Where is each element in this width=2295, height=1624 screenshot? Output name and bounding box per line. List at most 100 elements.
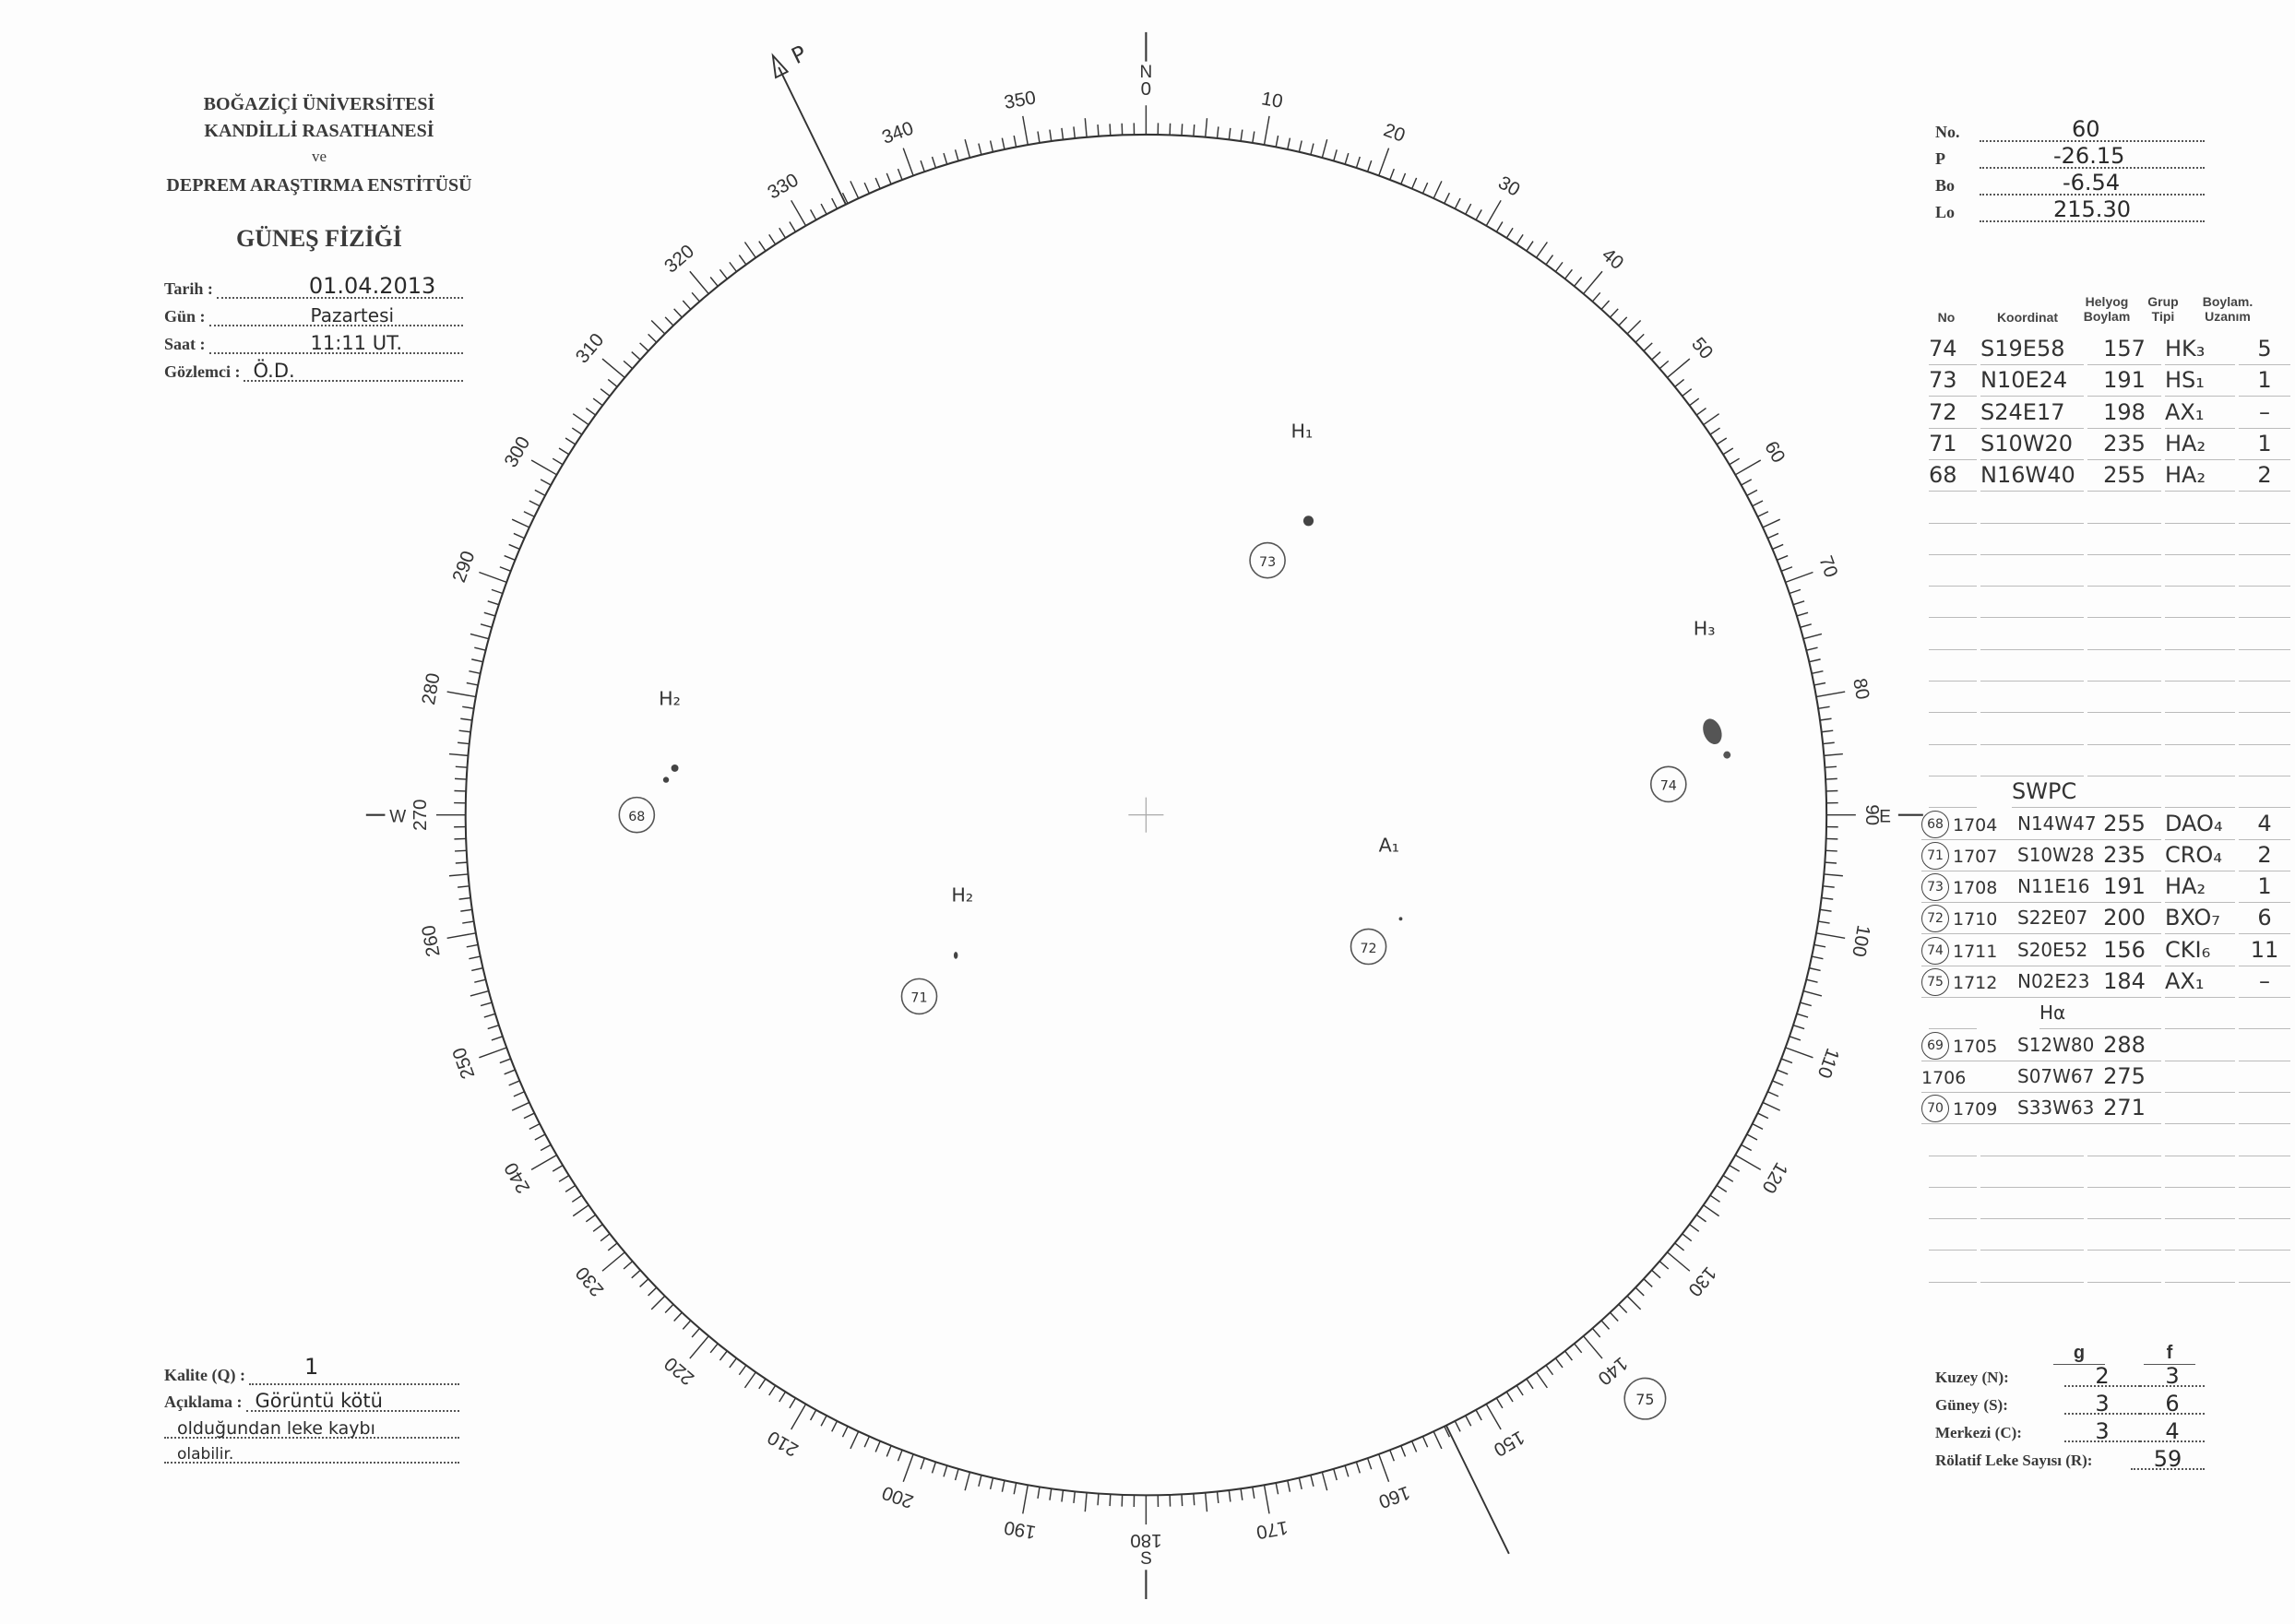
scale-tick: [1344, 1464, 1350, 1477]
scale-tick: [523, 511, 535, 517]
scale-tick: [446, 691, 477, 698]
scale-tick: [1475, 1409, 1482, 1421]
scale-tick: [650, 319, 666, 335]
relative-number-row: Rölatif Leke Sayısı (R): 59: [1935, 1446, 2205, 1472]
scale-tick: [469, 955, 481, 960]
table-cell: –: [2239, 397, 2290, 429]
scale-tick: [719, 268, 728, 279]
institution-name-line1: BOĞAZİÇİ ÜNİVERSİTESİ: [203, 94, 435, 114]
scale-label: 330: [764, 170, 802, 204]
table-cell: [2165, 1124, 2235, 1156]
degree-scale-ticks: [435, 105, 1856, 1525]
scale-tick: [1073, 1491, 1076, 1504]
scale-label: 140: [1594, 1353, 1632, 1390]
scale-tick: [1610, 308, 1619, 318]
table-cell: DAO₄: [2165, 808, 2235, 840]
scale-tick: [1545, 1365, 1554, 1376]
scale-tick: [1193, 124, 1195, 136]
scale-tick: [565, 1184, 577, 1192]
scale-tick: [1815, 932, 1846, 939]
scale-tick: [1746, 489, 1758, 496]
scale-tick: [455, 861, 468, 864]
scale-tick: [1817, 920, 1830, 924]
scale-tick: [1817, 705, 1830, 709]
scale-tick: [1729, 1165, 1741, 1172]
scale-tick: [462, 705, 474, 709]
table-row: 72 S24E17 198 AX₁ –: [1929, 397, 2290, 429]
scale-tick: [1583, 270, 1603, 295]
scale-tick: [1263, 1485, 1270, 1514]
scale-tick: [789, 1397, 797, 1409]
halpha-row: 70 1709 S33W63 271: [1921, 1092, 2290, 1125]
noaa-number: 1706: [1921, 1067, 1967, 1088]
table-cell: S33W63: [2017, 1092, 2094, 1125]
table-cell: 70 1709: [1921, 1092, 2023, 1125]
scale-tick: [458, 896, 471, 900]
scale-tick: [897, 1450, 903, 1462]
scale-tick: [504, 554, 516, 561]
no-value: 60: [2072, 116, 2100, 142]
scale-tick: [1806, 978, 1818, 983]
table-row: 73 N10E24 191 HS₁ 1: [1929, 365, 2290, 397]
table-cell: AX₁: [2165, 966, 2235, 998]
table-cell: 157: [2087, 333, 2161, 365]
scale-tick: [1825, 861, 1837, 864]
scale-tick: [1682, 1233, 1693, 1242]
table-cell: [1980, 1156, 2084, 1188]
scale-tick: [673, 1311, 683, 1322]
table-cell: HA₂: [2165, 871, 2235, 904]
scale-label: 270: [410, 799, 431, 830]
scale-tick: [768, 1384, 777, 1396]
scale-tick: [1545, 255, 1554, 266]
table-cell: [2165, 649, 2235, 682]
table-cell: 2: [2239, 459, 2290, 492]
group-number-circle: 69: [1921, 1031, 1949, 1060]
scale-label: 20: [1381, 119, 1408, 146]
scale-tick: [1767, 1091, 1779, 1097]
scale-tick: [1485, 1404, 1502, 1430]
scale-tick: [1378, 1453, 1390, 1482]
scale-tick: [571, 1194, 583, 1203]
scale-tick: [1366, 1457, 1373, 1470]
scale-tick: [1813, 682, 1826, 686]
noaa-number: 1705: [1953, 1036, 1998, 1057]
table-cell: [2087, 1187, 2161, 1220]
table-cell: [2239, 618, 2290, 650]
scale-label: 70: [1814, 553, 1841, 580]
table-cell: [1980, 618, 2084, 650]
table-cell: [2165, 1187, 2235, 1220]
scale-tick: [931, 156, 937, 169]
scale-tick: [499, 566, 511, 572]
scale-tick: [1366, 160, 1373, 172]
table-cell: [2239, 1092, 2290, 1125]
header-no: No: [1937, 310, 1956, 325]
scale-tick: [470, 633, 490, 640]
table-cell: [1980, 1218, 2084, 1251]
table-cell: [2165, 1092, 2235, 1125]
sunspot: [1398, 917, 1403, 921]
scale-tick: [474, 978, 486, 983]
scale-tick: [1554, 1357, 1564, 1369]
scale-tick: [1037, 131, 1040, 144]
group-number-circle: [1623, 1377, 1667, 1420]
scale-tick: [1823, 885, 1835, 888]
scale-tick: [1626, 1295, 1642, 1310]
scale-label: 180: [1130, 1530, 1161, 1551]
scale-tick: [1635, 333, 1645, 343]
scale-tick: [1825, 777, 1837, 780]
institution-name-line3: ve: [311, 148, 327, 165]
sunspot: [1302, 516, 1314, 527]
scale-tick: [719, 1350, 728, 1361]
scale-tick: [1583, 1335, 1603, 1359]
scale-tick: [758, 241, 767, 252]
scale-tick: [491, 588, 504, 595]
table-cell: S07W67: [2017, 1061, 2094, 1093]
scale-tick: [1800, 1002, 1812, 1007]
table-cell: [1980, 1187, 2084, 1220]
scale-label: 30: [1494, 172, 1523, 200]
scale-tick: [1287, 137, 1291, 150]
table-cell: 255: [2087, 808, 2161, 840]
scale-tick: [592, 397, 603, 407]
scale-tick: [454, 849, 467, 852]
scale-tick: [1097, 124, 1100, 136]
